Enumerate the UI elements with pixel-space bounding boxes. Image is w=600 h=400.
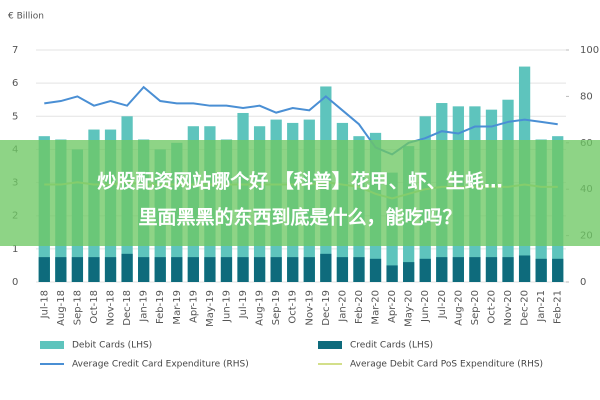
bar bbox=[104, 257, 117, 282]
x-tick-label: Dec-18 bbox=[122, 290, 133, 326]
x-tick-label: Sep-19 bbox=[271, 290, 282, 325]
bar bbox=[336, 257, 349, 282]
legend-label: Average Debit Card PoS Expenditure (RHS) bbox=[350, 360, 543, 370]
x-tick-label: Nov-18 bbox=[106, 290, 117, 326]
bar bbox=[369, 258, 382, 282]
bar bbox=[237, 257, 249, 282]
legend-label: Credit Cards (LHS) bbox=[350, 341, 433, 351]
x-tick-label: Nov-19 bbox=[304, 290, 315, 326]
y-axis-label: € Billion bbox=[8, 12, 44, 22]
x-tick-label: Apr-19 bbox=[188, 290, 199, 323]
bar bbox=[287, 257, 299, 282]
bar bbox=[452, 257, 464, 282]
bar bbox=[138, 257, 150, 282]
bar bbox=[121, 253, 133, 282]
bar bbox=[353, 257, 365, 282]
x-tick-label: Aug-19 bbox=[255, 290, 266, 326]
x-tick-label: Sep-18 bbox=[72, 290, 83, 325]
x-tick-label: Nov-20 bbox=[503, 290, 514, 326]
x-tick-label: Jun-19 bbox=[221, 290, 232, 323]
y-tick-label: 1 bbox=[12, 244, 18, 255]
bar bbox=[320, 253, 332, 282]
bar bbox=[518, 255, 531, 282]
bar bbox=[436, 257, 448, 282]
x-tick-label: Jan-19 bbox=[139, 290, 150, 323]
x-tick-label: Jan-21 bbox=[536, 290, 547, 323]
x-tick-label: Jun-20 bbox=[420, 290, 431, 323]
bar bbox=[485, 257, 498, 282]
y2-tick-label: 100 bbox=[580, 45, 599, 56]
bar bbox=[552, 258, 564, 282]
bar bbox=[419, 258, 431, 282]
banner-line: 炒股配资网站哪个好 【科普】花甲、虾、生蚝… bbox=[97, 170, 503, 193]
bar bbox=[270, 257, 282, 282]
bar bbox=[403, 262, 415, 282]
x-tick-label: Aug-20 bbox=[453, 290, 464, 326]
banner-line: 里面黑黑的东西到底是什么，能吃吗？ bbox=[138, 206, 461, 229]
line bbox=[44, 85, 558, 156]
bar bbox=[71, 257, 84, 282]
x-tick-label: May-20 bbox=[404, 290, 415, 327]
bar bbox=[303, 257, 315, 282]
x-tick-label: Oct-18 bbox=[89, 290, 100, 324]
legend-swatch bbox=[318, 341, 342, 349]
bar bbox=[386, 265, 398, 282]
bar bbox=[171, 257, 183, 282]
bar bbox=[469, 257, 481, 282]
x-tick-label: Feb-19 bbox=[155, 290, 166, 324]
x-tick-label: Dec-20 bbox=[520, 290, 531, 326]
x-tick-label: Jul-20 bbox=[437, 290, 448, 319]
bar bbox=[502, 257, 514, 282]
y-tick-label: 5 bbox=[12, 111, 18, 122]
y2-tick-label: 0 bbox=[580, 277, 586, 288]
x-tick-label: Jul-19 bbox=[238, 290, 249, 319]
x-tick-label: Jan-20 bbox=[337, 290, 348, 323]
legend-label: Average Credit Card Expenditure (RHS) bbox=[72, 360, 249, 370]
legend-label: Debit Cards (LHS) bbox=[72, 341, 152, 351]
bar bbox=[204, 257, 216, 282]
bar bbox=[253, 257, 266, 282]
x-tick-label: Feb-20 bbox=[354, 290, 365, 324]
y-tick-label: 7 bbox=[12, 45, 18, 56]
legend-swatch bbox=[40, 341, 64, 349]
y-tick-label: 6 bbox=[12, 78, 18, 89]
x-tick-label: Aug-18 bbox=[56, 290, 67, 326]
bar bbox=[220, 257, 233, 282]
x-tick-label: Feb-21 bbox=[553, 290, 564, 324]
x-tick-label: Mar-20 bbox=[371, 290, 382, 325]
x-tick-label: Jul-18 bbox=[39, 290, 50, 319]
y-tick-label: 0 bbox=[12, 277, 18, 288]
bar bbox=[88, 257, 100, 282]
x-tick-label: Oct-19 bbox=[288, 290, 299, 324]
bar bbox=[154, 257, 166, 282]
bar bbox=[38, 257, 50, 282]
x-tick-label: Oct-20 bbox=[486, 290, 497, 324]
y2-tick-label: 80 bbox=[580, 91, 593, 102]
x-tick-label: Dec-19 bbox=[321, 290, 332, 326]
bar bbox=[55, 257, 67, 282]
bar bbox=[535, 258, 547, 282]
x-tick-label: Sep-20 bbox=[470, 290, 481, 325]
x-tick-label: Apr-20 bbox=[387, 290, 398, 323]
banner bbox=[0, 140, 600, 246]
x-tick-label: Mar-19 bbox=[172, 290, 183, 325]
x-tick-label: May-19 bbox=[205, 290, 216, 327]
bar bbox=[187, 257, 199, 282]
